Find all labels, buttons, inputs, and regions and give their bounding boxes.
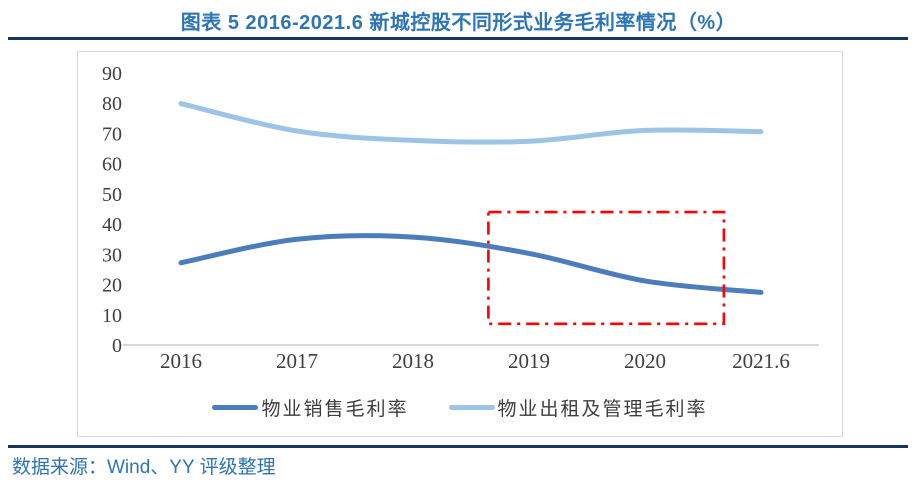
x-axis-tick-label: 2019: [508, 349, 550, 373]
y-axis-tick-label: 50: [102, 184, 122, 206]
legend-item: 物业出租及管理毛利率: [448, 394, 708, 421]
x-axis-tick-label: 2021.6: [732, 349, 790, 373]
y-axis-tick-label: 80: [102, 93, 122, 115]
y-axis-tick-label: 30: [102, 244, 122, 266]
figure-title: 图表 5 2016-2021.6 新城控股不同形式业务毛利率情况（%）: [180, 12, 737, 34]
legend-item: 物业销售毛利率: [212, 394, 408, 421]
footer-divider-line: [8, 445, 908, 448]
series-line-sales-margin: [178, 233, 764, 295]
y-axis-tick-label: 10: [102, 305, 122, 327]
legend-label: 物业出租及管理毛利率: [497, 398, 708, 420]
y-axis-tick-label: 40: [102, 214, 122, 236]
y-axis-tick-label: 70: [102, 123, 122, 145]
chart-legend: 物业销售毛利率 物业出租及管理毛利率: [78, 394, 842, 420]
legend-line-swatch-icon: [448, 404, 495, 410]
y-axis-tick-label: 0: [112, 335, 122, 357]
x-axis-tick-label: 2020: [624, 349, 666, 373]
y-axis-tick-label: 90: [102, 63, 122, 85]
x-axis-tick-label: 2018: [392, 349, 434, 373]
x-axis-tick-label: 2016: [160, 349, 202, 373]
y-axis-tick-label: 60: [102, 154, 122, 176]
title-divider-line: [8, 37, 908, 40]
legend-line-swatch-icon: [212, 404, 259, 410]
highlight-annotation-box: [487, 210, 726, 326]
x-axis-tick-label: 2017: [276, 349, 318, 373]
data-source-note: 数据来源：Wind、YY 评级整理: [12, 457, 276, 478]
chart-area: 0 10 20 30 40 50 60 70 80 90 2016 2017 2018 2019 2020 2…: [77, 51, 843, 437]
legend-label: 物业销售毛利率: [261, 398, 409, 420]
margin-line-chart: 0 10 20 30 40 50 60 70 80 90 2016 2017 2018 2019 2020 2…: [102, 63, 819, 373]
series-line-rental-management-margin: [178, 101, 764, 145]
y-axis-tick-label: 20: [102, 275, 122, 297]
